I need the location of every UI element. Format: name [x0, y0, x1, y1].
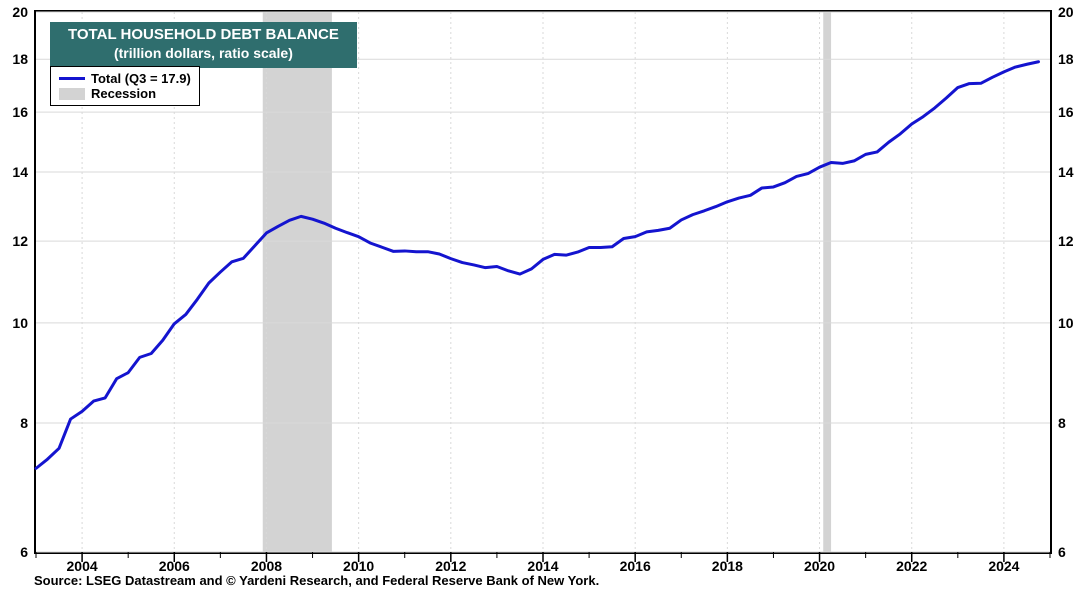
legend-item: Total (Q3 = 17.9)	[59, 71, 191, 86]
y-tick-label-left: 18	[12, 51, 28, 67]
y-tick-label-right: 14	[1058, 164, 1074, 180]
legend-item: Recession	[59, 86, 191, 101]
y-tick-label-left: 20	[12, 4, 28, 20]
chart-title-line2: (trillion dollars, ratio scale)	[68, 45, 339, 63]
legend-item-label: Total (Q3 = 17.9)	[91, 71, 191, 86]
legend-swatch-rect	[59, 88, 85, 100]
y-tick-label-right: 18	[1058, 51, 1074, 67]
legend-swatch-line	[59, 77, 85, 80]
y-tick-label-left: 8	[20, 415, 28, 431]
legend-box: Total (Q3 = 17.9)Recession	[50, 66, 200, 106]
x-tick-label: 2016	[620, 558, 651, 574]
series-line-total	[36, 62, 1038, 469]
x-tick-label: 2018	[712, 558, 743, 574]
x-tick-label: 2010	[343, 558, 374, 574]
y-tick-label-right: 12	[1058, 233, 1074, 249]
y-tick-label-right: 8	[1058, 415, 1066, 431]
y-tick-label-left: 12	[12, 233, 28, 249]
source-note: Source: LSEG Datastream and © Yardeni Re…	[34, 573, 599, 588]
x-tick-label: 2012	[435, 558, 466, 574]
x-tick-label: 2022	[896, 558, 927, 574]
recession-band	[823, 12, 831, 552]
chart-frame: TOTAL HOUSEHOLD DEBT BALANCE (trillion d…	[0, 0, 1081, 592]
x-tick-label: 2020	[804, 558, 835, 574]
chart-title-bar: TOTAL HOUSEHOLD DEBT BALANCE (trillion d…	[50, 22, 357, 68]
y-tick-label-right: 6	[1058, 544, 1066, 560]
x-tick-label: 2014	[527, 558, 558, 574]
y-tick-label-right: 10	[1058, 315, 1074, 331]
plot-area: TOTAL HOUSEHOLD DEBT BALANCE (trillion d…	[34, 10, 1052, 554]
y-tick-label-left: 16	[12, 104, 28, 120]
legend-item-label: Recession	[91, 86, 156, 101]
x-tick-label: 2008	[251, 558, 282, 574]
y-tick-label-right: 20	[1058, 4, 1074, 20]
y-tick-label-right: 16	[1058, 104, 1074, 120]
y-tick-label-left: 6	[20, 544, 28, 560]
x-tick-label: 2004	[67, 558, 98, 574]
x-tick-label: 2024	[988, 558, 1019, 574]
chart-title-line1: TOTAL HOUSEHOLD DEBT BALANCE	[68, 26, 339, 45]
x-tick-label: 2006	[159, 558, 190, 574]
y-tick-label-left: 14	[12, 164, 28, 180]
recession-band	[263, 12, 332, 552]
y-tick-label-left: 10	[12, 315, 28, 331]
